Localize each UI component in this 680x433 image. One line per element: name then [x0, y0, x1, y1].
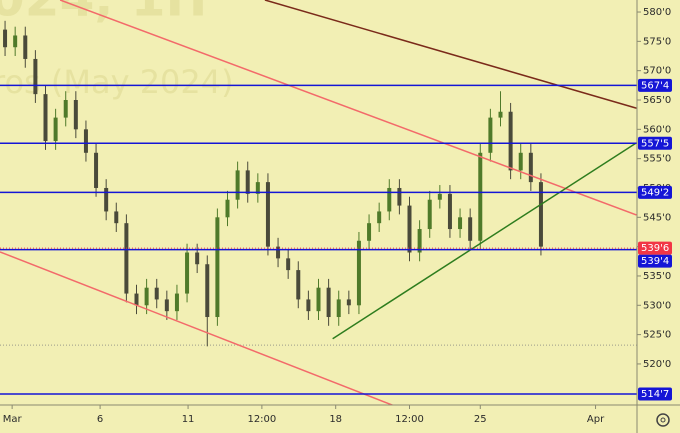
candle-body [316, 287, 321, 312]
candle-body [33, 58, 38, 95]
y-tick-label: 565'0 [643, 95, 671, 106]
candle-body [488, 117, 493, 153]
y-tick-label: 535'0 [643, 271, 671, 282]
watermark: 024, 1H [0, 0, 207, 28]
candle-body [296, 270, 301, 300]
candle-body [427, 199, 432, 230]
candle-body [437, 193, 442, 200]
x-tick-label: 12:00 [395, 414, 424, 425]
candle-body [356, 240, 361, 306]
candle-body [104, 187, 109, 212]
y-tick-label: 520'0 [643, 359, 671, 370]
trend-line [332, 142, 637, 340]
candle-body [53, 117, 58, 142]
candle-body [397, 187, 402, 206]
candle-body [23, 35, 28, 59]
x-tick-label: Apr [587, 414, 605, 425]
watermark-sub: ros (May 2024) [0, 63, 234, 101]
candle-body [225, 199, 230, 218]
x-tick-label: 11 [182, 414, 195, 425]
candle-body [154, 287, 159, 300]
candle-body [447, 193, 452, 230]
candle-body [215, 217, 220, 318]
level-tag [638, 185, 672, 199]
candle-body [164, 299, 169, 312]
level-tag [638, 254, 672, 268]
candle-body [205, 264, 210, 318]
candle-body [185, 252, 190, 294]
candle-body [235, 170, 240, 200]
candle-body [478, 152, 483, 241]
y-tick-label: 525'0 [643, 330, 671, 341]
level-tag [638, 387, 672, 401]
candle-body [508, 111, 513, 171]
candle-body [43, 94, 48, 142]
settings-button[interactable] [656, 413, 670, 427]
candle-body [346, 299, 351, 306]
current-price-tag [638, 241, 672, 255]
trend-line [0, 251, 395, 405]
candle-body [13, 35, 18, 48]
candle-body [518, 152, 523, 171]
candle-body [134, 293, 139, 306]
x-tick-label: 25 [474, 414, 487, 425]
y-tick-label: 575'0 [643, 36, 671, 47]
candle-body [73, 100, 78, 130]
y-tick-label: 570'0 [643, 66, 671, 77]
trend-line [264, 0, 637, 109]
candle-body [94, 152, 99, 188]
candle-body [3, 29, 8, 48]
y-tick-label: 555'0 [643, 154, 671, 165]
candle-body [417, 229, 422, 253]
level-tag [638, 78, 672, 92]
x-tick-label: 18 [329, 414, 342, 425]
candle-body [144, 287, 149, 306]
candle-body [276, 246, 281, 259]
candle-body [83, 129, 88, 153]
candle-body [387, 187, 392, 212]
level-label: 567'4 [641, 80, 669, 91]
candle-body [114, 211, 119, 224]
candle-body [458, 217, 463, 230]
candle-body [407, 205, 412, 253]
level-label: 549'2 [641, 187, 669, 198]
candle-body [195, 252, 200, 265]
current-price-label: 539'6 [641, 243, 669, 254]
candle-body [306, 299, 311, 312]
x-tick-label: 12:00 [247, 414, 276, 425]
plot-area [0, 0, 637, 405]
candle-body [498, 111, 503, 118]
candle-body [174, 293, 179, 312]
trend-line [59, 0, 637, 216]
level-label: 539'4 [641, 256, 669, 267]
candle-body [468, 217, 473, 241]
candle-body [124, 223, 129, 294]
level-label: 514'7 [641, 389, 669, 400]
candle-body [377, 211, 382, 224]
candle-body [367, 223, 372, 241]
candle-body [255, 182, 260, 194]
gear-icon[interactable] [656, 413, 670, 427]
y-tick-label: 530'0 [643, 300, 671, 311]
candle-body [538, 182, 543, 247]
level-tag [638, 136, 672, 150]
level-label: 557'5 [641, 138, 669, 149]
candle-body [528, 152, 533, 183]
x-tick-label: 6 [97, 414, 103, 425]
y-tick-label: 560'0 [643, 124, 671, 135]
candle-body [63, 100, 68, 118]
x-tick-label: Mar [3, 414, 23, 425]
y-tick-label: 580'0 [643, 7, 671, 18]
candle-body [336, 299, 341, 318]
y-tick-label: 545'0 [643, 212, 671, 223]
gear-center[interactable] [660, 417, 666, 423]
candle-body [326, 287, 331, 318]
candle-body [265, 182, 270, 247]
candle-body [286, 258, 291, 271]
candle-body [245, 170, 250, 194]
